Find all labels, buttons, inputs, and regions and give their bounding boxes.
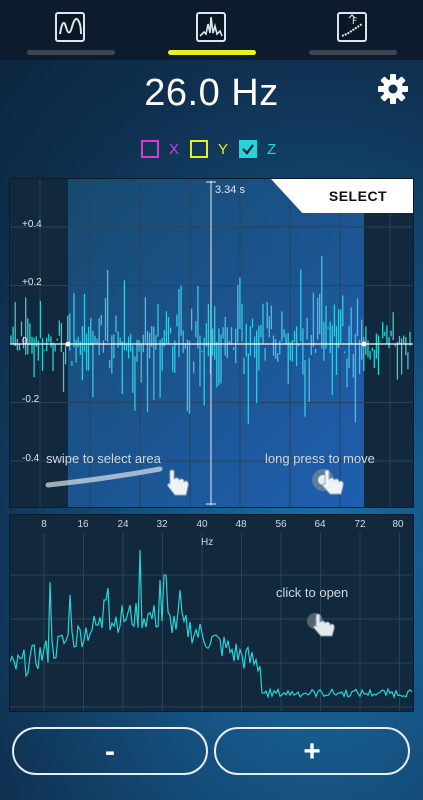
x-tick-label: 16 bbox=[77, 519, 89, 530]
spectrum-tab[interactable] bbox=[141, 0, 282, 60]
waveform-plot bbox=[10, 179, 413, 507]
top-tab-bar: F bbox=[0, 0, 423, 60]
spectrum-panel[interactable]: 8 16 24 32 40 48 56 64 72 80 Hz click to… bbox=[9, 514, 414, 712]
axis-z-checkbox[interactable] bbox=[239, 140, 257, 158]
filter-icon: F bbox=[337, 12, 367, 42]
time-waveform-panel[interactable]: +0.4 +0.2 0 -0.2 -0.4 3.34 s SELECT swip… bbox=[9, 178, 414, 508]
y-tick-label: 0 bbox=[22, 336, 28, 347]
x-tick-label: 32 bbox=[156, 519, 168, 530]
x-tick-label: 24 bbox=[117, 519, 129, 530]
long-press-hint: long press to move bbox=[265, 451, 375, 466]
spectrum-plot bbox=[10, 533, 413, 711]
waveform-tab-indicator bbox=[27, 50, 115, 55]
axis-y-checkbox[interactable] bbox=[190, 140, 208, 158]
filter-tab[interactable]: F bbox=[282, 0, 423, 60]
selection-end-handle[interactable] bbox=[361, 341, 367, 347]
tap-hand-icon bbox=[307, 613, 335, 637]
axis-z-label: Z bbox=[267, 141, 277, 158]
filter-tab-indicator bbox=[309, 50, 397, 55]
x-tick-label: 48 bbox=[235, 519, 247, 530]
plus-button[interactable]: + bbox=[214, 727, 410, 775]
minus-button-label: - bbox=[105, 735, 115, 768]
plus-button-label: + bbox=[303, 735, 321, 768]
hz-unit-label: Hz bbox=[201, 537, 214, 548]
axis-x-label: X bbox=[169, 141, 180, 158]
settings-button[interactable] bbox=[376, 72, 410, 106]
click-to-open-hint: click to open bbox=[276, 585, 349, 600]
select-button-label: SELECT bbox=[328, 188, 388, 204]
y-tick-label: -0.2 bbox=[22, 394, 40, 405]
y-tick-label: -0.4 bbox=[22, 453, 40, 464]
y-tick-label: +0.4 bbox=[22, 219, 42, 230]
x-tick-label: 72 bbox=[354, 519, 366, 530]
minus-button[interactable]: - bbox=[12, 727, 208, 775]
x-tick-label: 64 bbox=[314, 519, 326, 530]
spectrum-tab-indicator bbox=[168, 50, 256, 55]
x-tick-label: 8 bbox=[41, 519, 47, 530]
x-tick-label: 40 bbox=[196, 519, 208, 530]
time-marker-label: 3.34 s bbox=[215, 184, 245, 196]
y-tick-label: +0.2 bbox=[22, 277, 42, 288]
long-press-hand-icon bbox=[312, 469, 344, 495]
waveform-icon bbox=[55, 12, 85, 42]
x-tick-label: 80 bbox=[392, 519, 404, 530]
check-icon bbox=[242, 144, 254, 155]
selection-area[interactable] bbox=[68, 179, 364, 507]
axis-toggles: X Y Z bbox=[0, 138, 423, 164]
axis-x-checkbox[interactable] bbox=[141, 140, 159, 158]
frequency-readout: 26.0 Hz bbox=[144, 72, 279, 114]
spectrum-trace bbox=[10, 549, 413, 699]
gear-icon bbox=[378, 74, 408, 104]
axis-y-label: Y bbox=[218, 141, 229, 158]
x-tick-label: 56 bbox=[275, 519, 287, 530]
selection-start-handle[interactable] bbox=[65, 341, 71, 347]
spectrum-icon bbox=[196, 12, 226, 42]
waveform-tab[interactable] bbox=[0, 0, 141, 60]
swipe-arc bbox=[45, 466, 163, 488]
swipe-hand-icon bbox=[167, 469, 189, 496]
swipe-hint: swipe to select area bbox=[46, 451, 161, 466]
svg-text:F: F bbox=[352, 17, 357, 27]
